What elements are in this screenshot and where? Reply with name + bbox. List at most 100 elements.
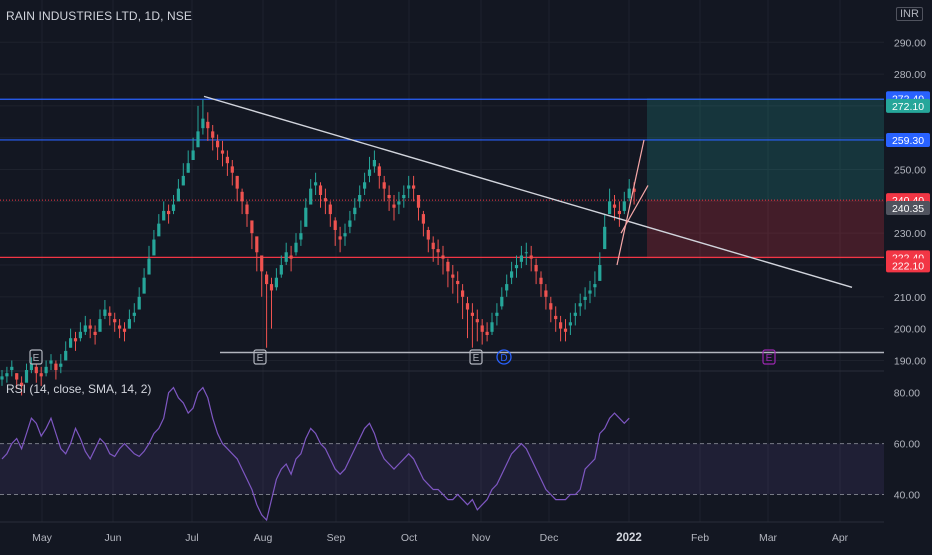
earnings-marker-2 [469,349,483,365]
candle-body-110 [539,277,543,285]
rsi-line [1,386,630,522]
event-marker-label-0: E [33,353,40,364]
candle-body-81 [397,201,401,205]
candle-body-93 [456,280,460,285]
candle-body-1 [5,373,9,377]
candle-body-103 [505,284,509,291]
candle-body-115 [563,328,568,332]
candle-body-78 [382,182,386,189]
candle-body-112 [549,303,553,310]
price-axis-bg [884,0,932,550]
candle-body-63 [309,188,313,205]
event-marker-label-2: E [473,353,480,364]
earnings-marker-4 [762,349,776,365]
channel-line-1 [616,139,645,266]
candle-body-61 [299,233,303,240]
time-tick-label-5: Oct [401,532,417,544]
currency-badge[interactable]: INR [896,7,923,21]
candle-body-113 [554,315,558,320]
candle-body-28 [137,296,141,310]
candle-body-51 [250,220,254,234]
time-tick-label-2: Jul [185,532,198,544]
candle-body-15 [73,338,78,342]
candle-body-105 [514,265,519,269]
candle-body-44 [216,140,220,148]
time-tick-label-8: 2022 [616,532,642,544]
candle-body-38 [186,163,190,173]
candle-body-65 [318,185,323,195]
candle-body-19 [93,331,97,335]
candle-body-129 [632,188,636,192]
rsi-tick-label-1: 60.00 [894,439,920,451]
candle-body-111 [544,290,548,297]
time-tick-label-7: Dec [540,532,559,544]
candle-body-33 [162,210,166,221]
candle-body-122 [598,265,602,281]
earnings-marker-1 [253,349,267,365]
price-label-bg-4 [886,201,930,216]
candle-body-24 [118,325,122,329]
time-tick-label-0: May [32,532,53,544]
candle-body-66 [323,198,327,202]
price-tick-label-6: 250.00 [894,165,926,177]
price-label-6: 222.10 [892,260,924,272]
candle-body-123 [603,226,607,250]
candle-body-117 [573,312,577,316]
candle-body-67 [328,204,332,215]
candle-body-37 [181,175,185,186]
rsi-title: RSI (14, close, SMA, 14, 2) [6,382,152,396]
candle-body-91 [446,261,450,272]
time-tick-label-10: Mar [759,532,778,544]
candle-body-16 [78,331,82,339]
candle-body-71 [348,220,352,227]
price-tick-label-0: 190.00 [894,355,926,367]
rsi-tick-label-0: 40.00 [894,490,920,502]
candle-body-31 [152,239,156,256]
candle-body-94 [461,290,465,297]
price-label-4: 240.35 [892,203,924,215]
dividend-marker-3 [496,349,512,365]
candle-body-20 [98,319,102,332]
candle-body-22 [108,312,112,316]
candle-body-101 [495,312,499,316]
candle-body-124 [608,201,612,215]
candle-body-109 [534,265,538,272]
candle-body-58 [284,252,288,262]
candle-body-49 [240,191,244,202]
candle-body-55 [269,284,274,291]
candle-body-77 [377,166,381,176]
candle-body-127 [622,201,626,211]
candle-body-121 [593,284,597,288]
candle-body-18 [88,325,92,329]
event-marker-label-4: E [766,353,773,364]
rsi-tick-label-2: 80.00 [894,388,920,400]
candle-body-52 [255,236,259,253]
candle-body-119 [583,296,587,300]
candle-body-75 [367,169,372,176]
price-tick-label-4: 230.00 [894,228,926,240]
candle-body-114 [559,322,563,329]
price-tick-label-1: 200.00 [894,324,926,336]
candle-body-104 [510,271,514,278]
time-axis: May Jun Jul Aug Sep Oct Nov Dec 2022 Feb Mar Apr [32,532,849,544]
candle-body-43 [211,131,215,138]
candle-body-53 [260,255,264,272]
candle-body-41 [201,118,205,129]
candle-body-40 [196,131,200,148]
candle-body-95 [465,303,470,310]
candle-body-72 [353,207,357,215]
candle-body-9 [44,366,48,374]
candle-body-32 [157,223,161,237]
candle-body-90 [441,255,445,259]
candle-body-69 [338,236,342,240]
candle-body-88 [431,242,435,250]
price-tick-label-10: 290.00 [894,37,926,49]
candle-body-85 [416,195,421,208]
candle-body-4 [20,382,24,386]
bands [0,98,884,259]
candle-body-79 [387,195,391,199]
candle-body-10 [49,360,53,364]
